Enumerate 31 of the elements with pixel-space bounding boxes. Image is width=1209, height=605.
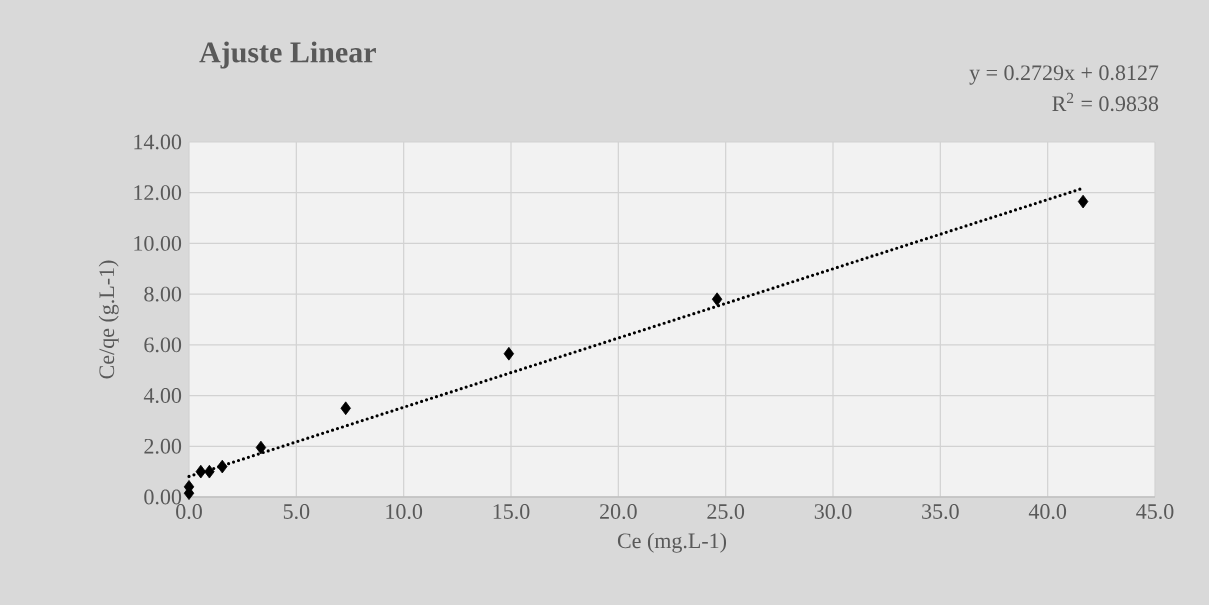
x-tick-label: 10.0 [386, 504, 423, 520]
x-axis-title: Ce (mg.L-1) [617, 532, 727, 553]
y-tick-label: 10.00 [134, 235, 182, 251]
point [195, 464, 207, 479]
x-tick-label: 35.0 [922, 504, 959, 520]
y-tick-label: 12.00 [134, 185, 182, 201]
chart-title: Ajuste Linear [199, 41, 376, 69]
x-tick-label: 25.0 [707, 504, 745, 520]
point [255, 440, 267, 455]
y-tick-label: 6.00 [144, 337, 182, 353]
point [1077, 194, 1089, 209]
x-tick-label: 20.0 [600, 504, 637, 520]
y-axis-title: Ce/qe (g.L-1) [98, 260, 119, 379]
x-tick-label: 30.0 [814, 504, 852, 520]
y-tick-label: 8.00 [144, 286, 182, 302]
point [503, 346, 515, 361]
x-tick-label: 45.0 [1136, 504, 1174, 520]
x-tick-label: 5.0 [283, 504, 310, 520]
text: R$^{2}$ = 0.9838 [1052, 92, 1159, 112]
y-tick-label: 14.00 [134, 134, 182, 150]
point [711, 292, 723, 307]
text: y = 0.2729x + 0.8127 [969, 65, 1159, 85]
point [340, 401, 351, 416]
y-tick-label: 2.00 [144, 438, 182, 454]
x-tick-label: 40.0 [1028, 504, 1067, 520]
y-tick-label: 0.00 [144, 489, 182, 505]
point [204, 464, 215, 479]
x-tick-label: 15.0 [493, 504, 530, 520]
x-tick-label: 0.0 [176, 504, 202, 520]
point [217, 459, 228, 474]
y-tick-label: 4.00 [143, 388, 182, 404]
